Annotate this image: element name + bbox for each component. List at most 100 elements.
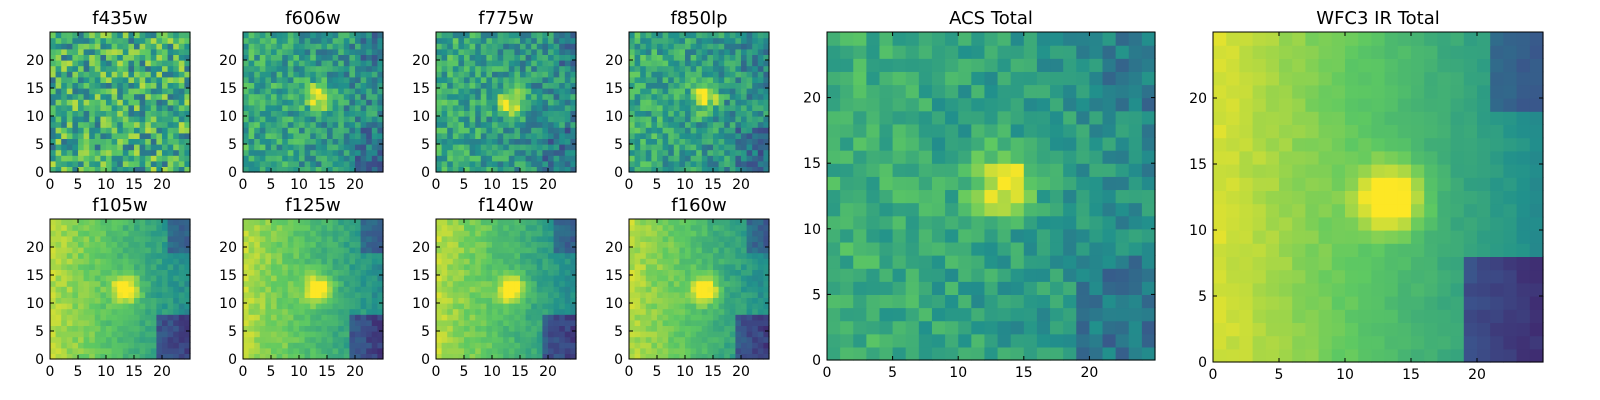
heatmap-cell xyxy=(497,275,504,282)
heatmap-cell xyxy=(299,291,306,298)
heatmap-cell xyxy=(436,347,443,354)
heatmap-cell xyxy=(50,331,57,338)
heatmap-cell xyxy=(685,82,692,89)
heatmap-cell xyxy=(315,132,322,139)
heatmap-cell xyxy=(480,286,487,293)
heatmap-cell xyxy=(167,160,174,167)
heatmap-cell xyxy=(668,116,675,123)
heatmap-cell xyxy=(436,160,443,167)
heatmap-cell xyxy=(338,353,345,360)
heatmap-cell xyxy=(763,48,770,55)
heatmap-cell xyxy=(542,116,549,123)
heatmap-cell xyxy=(259,314,266,321)
heatmap-cell xyxy=(634,331,641,338)
heatmap-cell xyxy=(531,275,538,282)
heatmap-cell xyxy=(531,263,538,270)
heatmap-cell xyxy=(243,353,250,360)
heatmap-cell xyxy=(360,54,367,61)
heatmap-cell xyxy=(371,32,378,39)
heatmap-cell xyxy=(299,48,306,55)
heatmap-cell xyxy=(184,76,191,83)
heatmap-cell xyxy=(645,116,652,123)
heatmap-cell xyxy=(520,116,527,123)
heatmap-cell xyxy=(724,286,731,293)
heatmap-cell xyxy=(679,32,686,39)
heatmap-cell xyxy=(645,93,652,100)
heatmap-cell xyxy=(100,319,107,326)
heatmap-cell xyxy=(310,269,317,276)
heatmap-cell xyxy=(570,286,577,293)
x-tick-label: 20 xyxy=(732,177,750,193)
heatmap-cell xyxy=(724,110,731,117)
heatmap-cell xyxy=(106,138,113,145)
heatmap-cell xyxy=(629,116,636,123)
heatmap-cell xyxy=(355,76,362,83)
heatmap-cell xyxy=(156,347,163,354)
heatmap-cell xyxy=(100,149,107,156)
heatmap-cell xyxy=(61,32,68,39)
heatmap-cell xyxy=(276,88,283,95)
heatmap-cell xyxy=(542,241,549,248)
heatmap-cell xyxy=(150,99,157,106)
heatmap-cell xyxy=(321,121,328,128)
heatmap-cell xyxy=(508,48,515,55)
heatmap-cell xyxy=(304,291,311,298)
heatmap-cell xyxy=(122,121,129,128)
heatmap-cell xyxy=(685,325,692,332)
heatmap-cell xyxy=(355,291,362,298)
heatmap-cell xyxy=(150,286,157,293)
heatmap-cell xyxy=(662,353,669,360)
heatmap-cell xyxy=(321,297,328,304)
heatmap-cell xyxy=(441,280,448,287)
heatmap-cell xyxy=(293,144,300,151)
heatmap-cell xyxy=(178,88,185,95)
heatmap-cell xyxy=(150,319,157,326)
heatmap-cell xyxy=(724,297,731,304)
heatmap-cell xyxy=(458,116,465,123)
heatmap-cell xyxy=(564,138,571,145)
heatmap-cell xyxy=(293,336,300,343)
y-tick-label: 0 xyxy=(35,352,44,368)
heatmap-cell xyxy=(321,308,328,315)
heatmap-cell xyxy=(167,347,174,354)
heatmap-cell xyxy=(89,275,96,282)
heatmap-cell xyxy=(536,247,543,254)
heatmap-cell xyxy=(134,43,141,50)
heatmap-cell xyxy=(299,353,306,360)
heatmap-cell xyxy=(106,116,113,123)
heatmap-cell xyxy=(469,144,476,151)
heatmap-cell xyxy=(634,166,641,173)
heatmap-cell xyxy=(128,127,135,134)
heatmap-cell xyxy=(531,291,538,298)
heatmap-cell xyxy=(447,230,454,237)
heatmap-cell xyxy=(343,241,350,248)
heatmap-cell xyxy=(690,76,697,83)
y-tick-label: 5 xyxy=(35,137,44,153)
heatmap-cell xyxy=(469,241,476,248)
heatmap-cell xyxy=(662,166,669,173)
heatmap-cell xyxy=(349,353,356,360)
heatmap-cell xyxy=(122,303,129,310)
heatmap-cell xyxy=(304,88,311,95)
heatmap-cell xyxy=(355,43,362,50)
heatmap-cell xyxy=(441,319,448,326)
heatmap-cell xyxy=(492,308,499,315)
heatmap-cell xyxy=(436,224,443,231)
heatmap-cell xyxy=(254,235,261,242)
heatmap-cell xyxy=(634,88,641,95)
heatmap-cell xyxy=(447,336,454,343)
heatmap-cell xyxy=(668,303,675,310)
heatmap-cell xyxy=(349,132,356,139)
heatmap-cell xyxy=(668,269,675,276)
heatmap-cell xyxy=(531,54,538,61)
heatmap-cell xyxy=(61,121,68,128)
heatmap-cell xyxy=(564,127,571,134)
heatmap-cell xyxy=(355,297,362,304)
heatmap-cell xyxy=(243,138,250,145)
heatmap-cell xyxy=(741,155,748,162)
heatmap-cell xyxy=(441,224,448,231)
heatmap-cell xyxy=(701,99,708,106)
heatmap-cell xyxy=(66,132,73,139)
heatmap-cell xyxy=(271,43,278,50)
heatmap-cell xyxy=(360,60,367,67)
